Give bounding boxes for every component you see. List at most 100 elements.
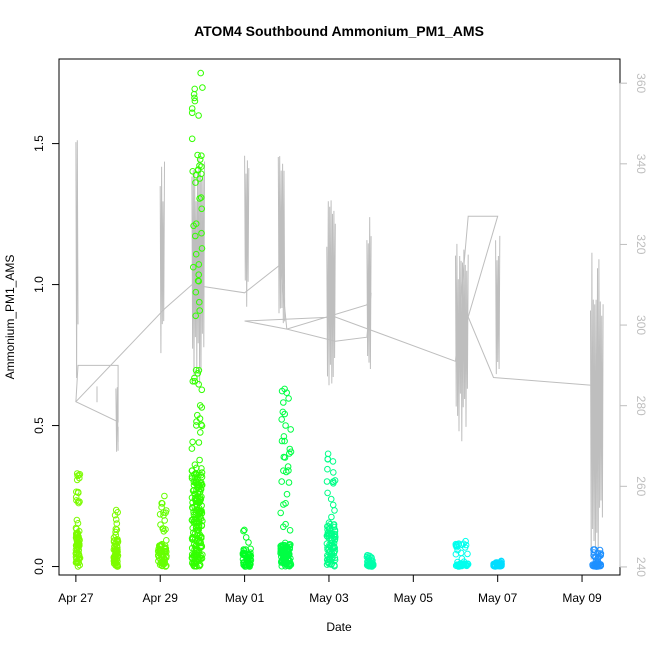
data-point <box>159 551 167 559</box>
data-point <box>198 205 205 213</box>
secondary-segment-11 <box>495 235 501 375</box>
secondary-series-trail <box>75 215 595 423</box>
data-point <box>197 194 205 201</box>
data-point <box>114 558 121 565</box>
data-point <box>281 437 288 445</box>
data-point <box>331 554 339 562</box>
data-point <box>193 526 201 534</box>
data-point <box>189 168 196 175</box>
data-point <box>324 553 332 561</box>
data-point <box>194 481 202 489</box>
data-point <box>286 445 294 453</box>
data-point <box>286 545 294 553</box>
data-point <box>195 112 202 119</box>
data-point <box>188 135 196 143</box>
data-point <box>591 546 599 553</box>
data-point <box>73 497 80 504</box>
data-point <box>195 367 203 374</box>
data-point <box>74 531 81 539</box>
data-point <box>191 97 199 105</box>
data-point <box>194 370 202 377</box>
data-point <box>196 415 204 422</box>
data-point <box>285 467 292 474</box>
data-point <box>75 489 82 497</box>
data-point <box>280 523 287 531</box>
data-point <box>198 422 206 430</box>
secondary-segment-10 <box>455 243 469 442</box>
data-point <box>282 556 289 564</box>
data-point <box>331 535 339 543</box>
data-point <box>325 549 333 556</box>
data-point <box>196 456 203 464</box>
data-point <box>277 509 285 517</box>
data-point <box>280 433 288 440</box>
data-point <box>590 549 598 556</box>
data-point <box>199 517 206 525</box>
data-point <box>163 537 170 544</box>
data-point <box>198 522 206 530</box>
data-point <box>197 429 204 436</box>
data-point <box>189 378 197 385</box>
data-point <box>193 464 200 472</box>
x-tick-label: Apr 29 <box>143 591 179 605</box>
data-point <box>192 312 199 320</box>
data-point <box>240 527 247 535</box>
data-point <box>327 495 335 503</box>
data-point <box>191 461 199 469</box>
data-point <box>330 543 338 550</box>
data-point <box>282 500 289 507</box>
data-point <box>324 455 332 463</box>
data-point <box>281 410 289 418</box>
data-point <box>330 469 337 476</box>
data-point <box>191 85 198 93</box>
data-point <box>111 558 119 565</box>
data-point <box>283 389 291 397</box>
data-point <box>191 94 198 102</box>
data-point <box>198 163 205 170</box>
data-point <box>196 561 204 569</box>
data-point <box>190 222 197 230</box>
secondary-segment-12 <box>590 252 604 567</box>
data-point <box>281 454 289 461</box>
data-point <box>112 516 120 523</box>
y-tick-label: 1.5 <box>32 135 46 152</box>
data-point <box>196 298 203 306</box>
data-point <box>195 381 202 388</box>
data-point <box>244 550 251 558</box>
data-point <box>192 560 200 567</box>
data-point <box>278 387 286 395</box>
data-point <box>242 534 250 541</box>
data-point <box>188 105 196 112</box>
data-point <box>195 261 203 268</box>
data-point <box>158 503 165 511</box>
y-tick-label: 1.0 <box>32 276 46 293</box>
data-point <box>285 395 292 402</box>
data-point <box>198 245 206 252</box>
data-point <box>286 557 293 564</box>
data-point <box>196 507 204 515</box>
data-point <box>591 553 599 561</box>
data-point <box>240 546 247 553</box>
y2-tick-label: 320 <box>634 234 648 254</box>
secondary-segment-2 <box>115 387 119 452</box>
data-point <box>196 494 204 501</box>
data-point <box>189 438 196 446</box>
y2-tick-label: 240 <box>634 557 648 577</box>
data-point <box>158 499 165 507</box>
data-point <box>73 543 80 550</box>
secondary-segment-6 <box>244 155 250 307</box>
x-tick-label: Apr 27 <box>58 591 94 605</box>
data-point <box>241 526 248 534</box>
data-point <box>368 561 376 569</box>
data-point <box>198 465 205 472</box>
secondary-segment-4 <box>159 161 165 354</box>
data-point <box>242 561 250 568</box>
data-point <box>461 544 469 551</box>
data-points <box>72 69 605 570</box>
data-point <box>198 421 205 429</box>
data-point <box>192 232 199 240</box>
data-point <box>592 563 600 570</box>
data-point <box>196 496 204 504</box>
data-point <box>493 561 500 568</box>
